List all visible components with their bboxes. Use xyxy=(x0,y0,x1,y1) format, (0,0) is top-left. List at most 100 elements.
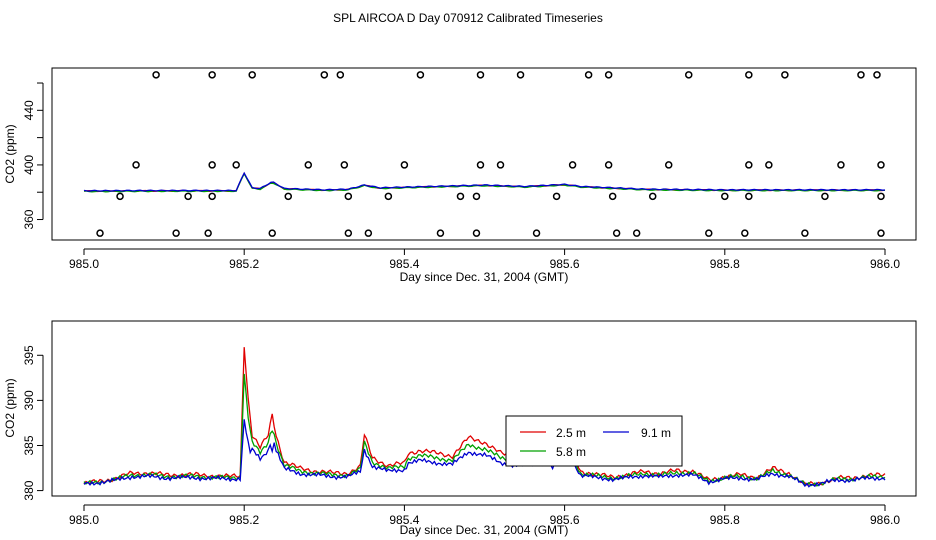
bottom-series-line-2-5-m xyxy=(83,347,886,487)
top-data-marker xyxy=(204,229,212,237)
top-x-axis: 985.0 985.2 985.4 985.6 985.8 986.0 xyxy=(69,248,900,271)
bottom-x-tick-label: 985.0 xyxy=(69,513,99,527)
top-data-marker xyxy=(208,192,216,201)
legend-label-9-1m: 9.1 m xyxy=(641,426,671,440)
bottom-x-tick-label: 986.0 xyxy=(870,513,900,527)
top-data-marker xyxy=(340,161,349,169)
top-series-line-green xyxy=(84,172,886,193)
bottom-series-line-5-8-m xyxy=(83,373,886,487)
top-data-marker xyxy=(436,229,445,237)
top-data-marker xyxy=(208,71,216,79)
top-y-tick-label: 360 xyxy=(22,209,36,229)
top-data-marker xyxy=(400,161,409,169)
top-data-marker xyxy=(664,161,673,169)
bottom-y-axis: 380 385 390 395 xyxy=(22,345,44,501)
top-x-tick-label: 985.6 xyxy=(550,257,580,271)
top-data-marker xyxy=(857,71,865,79)
top-data-marker xyxy=(781,71,789,79)
bottom-y-tick-label: 385 xyxy=(22,435,36,455)
top-data-marker xyxy=(344,192,353,201)
top-data-marker xyxy=(496,161,505,169)
top-data-marker xyxy=(304,161,313,169)
top-data-marker xyxy=(132,161,140,169)
bottom-series-line-9-1-m xyxy=(83,419,886,488)
top-x-tick-label: 986.0 xyxy=(870,257,900,271)
bottom-x-axis: 985.0 985.2 985.4 985.6 985.8 986.0 xyxy=(69,504,900,527)
bottom-y-tick-label: 395 xyxy=(22,345,36,365)
legend: 2.5 m 9.1 m 5.8 m xyxy=(505,415,683,467)
top-data-marker xyxy=(116,192,124,201)
top-data-marker xyxy=(604,161,613,169)
figure-title: SPL AIRCOA D Day 070912 Calibrated Times… xyxy=(333,11,603,25)
top-data-marker xyxy=(877,229,885,237)
top-data-marker xyxy=(765,161,773,169)
top-data-marker xyxy=(741,229,749,237)
top-data-marker xyxy=(648,192,657,201)
top-data-marker xyxy=(476,161,485,169)
top-panel: 985.0 985.2 985.4 985.6 985.8 986.0 360 400 440… xyxy=(3,67,917,284)
top-data-marker xyxy=(184,192,192,201)
top-x-axis-label: Day since Dec. 31, 2004 (GMT) xyxy=(400,270,569,284)
top-data-marker xyxy=(284,192,293,201)
top-series-layer xyxy=(83,171,886,193)
bottom-x-tick-label: 985.2 xyxy=(229,513,259,527)
top-data-marker xyxy=(877,161,885,169)
top-data-marker xyxy=(608,192,617,201)
top-x-tick-label: 985.8 xyxy=(710,257,740,271)
bottom-x-tick-label: 985.4 xyxy=(389,513,419,527)
top-data-marker xyxy=(208,161,216,169)
top-data-marker xyxy=(172,229,180,237)
bottom-y-axis-label: CO2 (ppm) xyxy=(3,378,17,437)
top-data-marker xyxy=(584,71,593,79)
top-data-marker xyxy=(248,71,256,79)
bottom-y-tick-label: 390 xyxy=(22,390,36,410)
top-data-marker xyxy=(632,229,641,237)
top-data-marker xyxy=(320,71,329,79)
top-data-marker xyxy=(801,229,809,237)
top-data-marker xyxy=(873,71,881,79)
bottom-x-tick-label: 985.6 xyxy=(550,513,580,527)
top-data-marker xyxy=(336,71,345,79)
top-data-marker xyxy=(364,229,373,237)
bottom-y-tick-label: 380 xyxy=(22,480,36,500)
top-data-marker xyxy=(456,192,465,201)
top-data-marker xyxy=(745,192,753,201)
top-x-tick-label: 985.0 xyxy=(69,257,99,271)
top-data-marker xyxy=(472,192,481,201)
top-data-marker xyxy=(612,229,621,237)
top-data-marker xyxy=(721,192,729,201)
legend-label-2-5m: 2.5 m xyxy=(556,426,586,440)
top-data-marker xyxy=(152,71,160,79)
top-data-marker xyxy=(96,229,104,237)
legend-label-5-8m: 5.8 m xyxy=(556,445,586,459)
top-data-marker xyxy=(568,161,577,169)
top-y-axis-label: CO2 (ppm) xyxy=(3,124,17,183)
top-data-marker xyxy=(877,192,885,201)
top-x-tick-label: 985.4 xyxy=(389,257,419,271)
top-y-tick-label: 440 xyxy=(22,100,36,120)
top-data-marker xyxy=(476,71,485,79)
top-data-marker xyxy=(821,192,829,201)
top-data-marker xyxy=(344,229,353,237)
top-data-marker xyxy=(705,229,713,237)
top-y-axis: 360 400 440 xyxy=(22,82,44,230)
top-data-marker xyxy=(837,161,845,169)
top-plot-frame xyxy=(51,67,917,241)
bottom-series-layer xyxy=(83,347,886,488)
top-y-tick-label: 400 xyxy=(22,155,36,175)
top-x-tick-label: 985.2 xyxy=(229,257,259,271)
top-data-marker xyxy=(604,71,613,79)
top-data-marker xyxy=(745,161,753,169)
bottom-x-tick-label: 985.8 xyxy=(710,513,740,527)
top-markers-layer xyxy=(96,71,885,237)
top-data-marker xyxy=(384,192,393,201)
top-data-marker xyxy=(268,229,276,237)
top-series-line-blue xyxy=(83,171,886,192)
top-data-marker xyxy=(552,192,561,201)
top-data-marker xyxy=(516,71,525,79)
top-data-marker xyxy=(532,229,541,237)
bottom-panel: 985.0 985.2 985.4 985.6 985.8 986.0 380 385 390… xyxy=(3,320,917,537)
legend-box xyxy=(505,415,683,467)
top-data-marker xyxy=(472,229,481,237)
